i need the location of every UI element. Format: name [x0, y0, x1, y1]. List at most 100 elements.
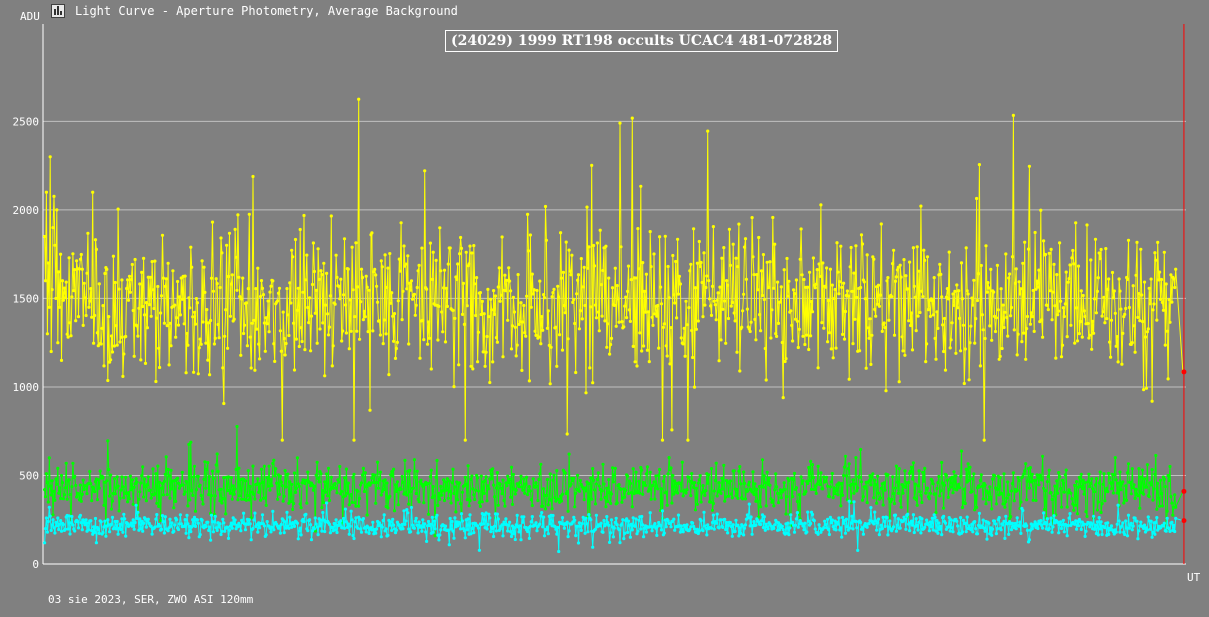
data-point	[517, 322, 521, 326]
data-point	[784, 357, 788, 361]
data-point	[1096, 500, 1100, 504]
data-point	[967, 378, 971, 382]
data-point	[830, 283, 834, 287]
data-point	[554, 325, 558, 329]
data-point	[1055, 479, 1059, 483]
data-point	[879, 222, 883, 226]
data-point	[1015, 516, 1019, 520]
data-point	[870, 333, 874, 337]
data-point	[668, 521, 672, 526]
data-point	[1049, 516, 1053, 520]
data-point	[1140, 293, 1144, 297]
data-point	[498, 299, 502, 303]
data-point	[66, 527, 70, 531]
data-point	[565, 432, 569, 436]
data-point	[1114, 344, 1118, 348]
data-point	[182, 322, 186, 326]
data-point	[97, 531, 101, 536]
data-point	[940, 295, 944, 299]
data-point	[747, 502, 751, 506]
data-point	[365, 285, 369, 289]
data-point	[876, 517, 881, 521]
data-point	[619, 245, 623, 249]
data-point	[246, 287, 250, 291]
data-point	[1056, 491, 1060, 495]
data-point	[129, 521, 133, 525]
data-point	[810, 463, 815, 467]
data-point	[599, 497, 603, 501]
data-point	[1065, 534, 1069, 538]
data-point	[1053, 484, 1057, 488]
data-point	[783, 359, 787, 364]
data-point	[324, 490, 328, 494]
data-point	[1138, 319, 1142, 323]
data-point	[406, 511, 410, 515]
data-point	[207, 493, 211, 497]
data-point	[850, 289, 854, 293]
data-point	[184, 371, 188, 375]
data-point	[943, 521, 948, 525]
light-curve-app-icon[interactable]	[51, 4, 65, 18]
data-point	[410, 297, 415, 301]
data-point	[463, 475, 467, 479]
data-point	[475, 276, 479, 280]
data-point	[817, 262, 821, 266]
data-point	[622, 537, 626, 541]
data-point	[858, 349, 862, 353]
data-point	[798, 257, 802, 261]
data-point	[1168, 320, 1172, 324]
data-point	[374, 501, 378, 505]
data-point	[1108, 476, 1112, 480]
data-point	[1142, 526, 1146, 531]
data-point	[1132, 324, 1136, 328]
data-point	[1074, 503, 1078, 507]
data-point	[1167, 478, 1171, 483]
data-point	[541, 328, 545, 332]
data-point	[780, 524, 784, 528]
data-point	[830, 518, 834, 522]
data-point	[665, 503, 669, 507]
data-point	[741, 524, 745, 528]
data-point	[425, 287, 429, 291]
data-point	[718, 488, 722, 492]
data-point	[789, 309, 793, 313]
data-point	[291, 255, 295, 259]
data-point	[773, 242, 777, 246]
cursor-marker	[1181, 488, 1187, 494]
data-point	[520, 368, 524, 372]
data-point	[913, 482, 917, 486]
data-point	[970, 522, 974, 526]
data-point	[675, 316, 679, 320]
data-point	[810, 310, 815, 314]
data-point	[483, 479, 487, 483]
data-point	[794, 517, 799, 521]
data-point	[644, 272, 649, 276]
data-point	[492, 483, 496, 487]
data-point	[456, 262, 460, 266]
data-point	[351, 288, 355, 292]
data-point	[816, 464, 820, 468]
data-point	[883, 488, 887, 492]
data-point	[282, 336, 286, 341]
data-point	[187, 442, 191, 446]
cursor-layer[interactable]	[1181, 24, 1187, 564]
data-point	[604, 505, 608, 509]
data-point	[549, 345, 553, 349]
data-point	[202, 265, 206, 269]
data-point	[542, 515, 546, 519]
data-point	[815, 268, 819, 272]
data-point	[416, 531, 420, 535]
data-point	[992, 290, 996, 294]
data-point	[824, 479, 828, 483]
data-point	[1001, 303, 1005, 307]
data-point	[1032, 329, 1036, 333]
data-point	[515, 513, 519, 518]
data-point	[723, 517, 727, 522]
data-point	[1090, 522, 1094, 526]
data-point	[873, 307, 877, 311]
data-point	[278, 329, 282, 333]
data-point	[495, 471, 499, 475]
data-point	[482, 312, 486, 316]
data-point	[678, 481, 683, 486]
